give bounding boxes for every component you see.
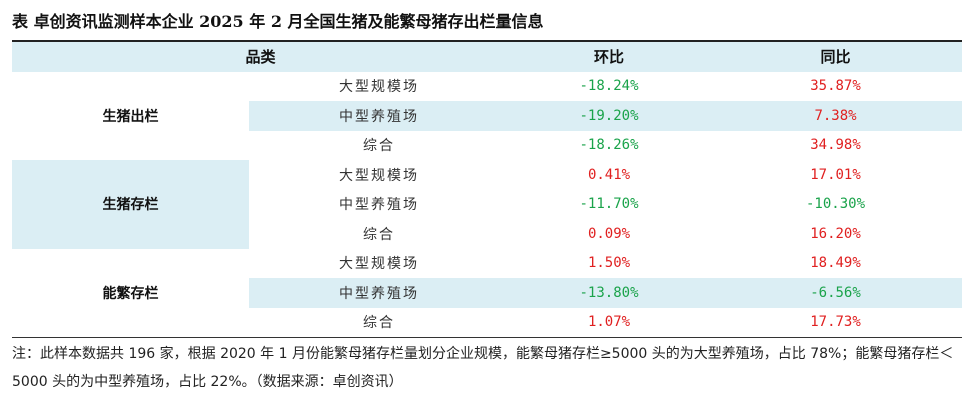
mom-cell: -13.80% bbox=[509, 278, 710, 308]
header-row: 品类 环比 同比 bbox=[12, 42, 963, 72]
yoy-cell: 34.98% bbox=[810, 137, 861, 154]
table-row: 综合 0.09% 16.20% bbox=[12, 219, 962, 249]
table-row: 综合 -18.26% 34.98% bbox=[12, 131, 962, 161]
mom-cell: 0.41% bbox=[587, 166, 631, 183]
table-row: 能繁存栏 大型规模场 1.50% 18.49% bbox=[12, 249, 962, 302]
mom-cell: -18.24% bbox=[579, 78, 639, 95]
yoy-cell: 17.73% bbox=[810, 314, 861, 331]
subcategory-cell: 大型规模场 bbox=[339, 79, 419, 96]
group-label: 生猪出栏 bbox=[102, 108, 159, 125]
subcategory-cell: 中型养殖场 bbox=[339, 197, 419, 214]
subcategory-cell: 大型规模场 bbox=[339, 256, 419, 273]
subcategory-cell: 中型养殖场 bbox=[249, 101, 510, 131]
mom-cell: 1.50% bbox=[587, 255, 631, 272]
yoy-cell: 17.01% bbox=[810, 166, 861, 183]
yoy-cell: -10.30% bbox=[806, 196, 866, 213]
table-row: 综合 1.07% 17.73% bbox=[12, 308, 962, 338]
group-label: 生猪存栏 bbox=[12, 160, 249, 249]
group-label: 能繁存栏 bbox=[102, 285, 159, 302]
title-rule bbox=[12, 40, 962, 42]
yoy-cell: 35.87% bbox=[810, 78, 861, 95]
bottom-rule bbox=[12, 337, 962, 338]
subcategory-cell: 中型养殖场 bbox=[249, 278, 510, 308]
yoy-cell: 18.49% bbox=[810, 255, 861, 272]
yoy-cell: 16.20% bbox=[810, 225, 861, 242]
table-row: 中型养殖场 -11.70% -10.30% bbox=[12, 190, 962, 220]
data-table: 品类 环比 同比 生猪出栏 大型规模场 -18.24% 35.87% 中型养殖场… bbox=[12, 42, 963, 338]
mom-cell: -11.70% bbox=[579, 196, 639, 213]
mom-cell: -19.20% bbox=[509, 101, 710, 131]
header-mom: 环比 bbox=[509, 42, 710, 72]
mom-cell: 0.09% bbox=[587, 225, 631, 242]
header-category: 品类 bbox=[12, 42, 510, 72]
subcategory-cell: 大型规模场 bbox=[339, 167, 419, 184]
table-row: 生猪存栏 大型规模场 0.41% 17.01% bbox=[12, 160, 962, 249]
yoy-cell: 7.38% bbox=[709, 101, 963, 131]
subcategory-cell: 综合 bbox=[363, 226, 395, 243]
subcategory-cell: 综合 bbox=[363, 315, 395, 332]
header-yoy: 同比 bbox=[709, 42, 963, 72]
subcategory-cell: 综合 bbox=[363, 138, 395, 155]
mom-cell: 1.07% bbox=[587, 314, 631, 331]
footnote: 注：此样本数据共 196 家，根据 2020 年 1 月份能繁母猪存栏量划分企业… bbox=[12, 346, 954, 390]
table-title: 表 卓创资讯监测样本企业 2025 年 2 月全国生猪及能繁母猪存出栏量信息 bbox=[12, 12, 544, 31]
table-row: 中型养殖场 -19.20% 7.38% bbox=[12, 101, 963, 131]
table-row: 中型养殖场 -13.80% -6.56% bbox=[12, 278, 963, 308]
mom-cell: -18.26% bbox=[579, 137, 639, 154]
yoy-cell: -6.56% bbox=[709, 278, 963, 308]
table-row: 生猪出栏 大型规模场 -18.24% 35.87% bbox=[12, 72, 962, 125]
